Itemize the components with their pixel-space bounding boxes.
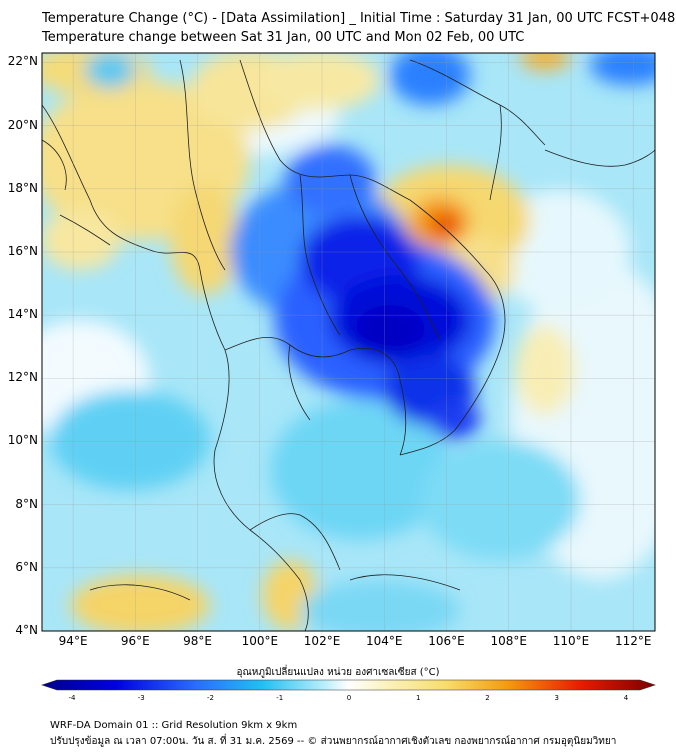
lon-label: 96°E: [120, 634, 150, 648]
lon-label: 112°E: [614, 634, 652, 648]
colorbar-tick-label: 0: [346, 694, 352, 702]
lat-label: 4°N: [15, 623, 38, 637]
map-subtitle: Temperature change between Sat 31 Jan, 0…: [42, 30, 525, 45]
lat-label: 16°N: [7, 243, 38, 258]
lat-label: 18°N: [7, 180, 38, 195]
colorbar-tick-label: -1: [276, 694, 284, 702]
map-frame: [41, 52, 656, 632]
lat-label: 6°N: [15, 559, 38, 574]
lon-label: 110°E: [552, 634, 590, 648]
colorbar: [41, 679, 656, 691]
lat-label: 10°N: [7, 433, 38, 448]
lon-label: 108°E: [490, 634, 528, 648]
footer-credit: ปรับปรุงข้อมูล ณ เวลา 07:00น. วัน ส. ที่…: [50, 736, 617, 747]
lon-label: 100°E: [241, 634, 279, 648]
lon-label: 98°E: [183, 634, 212, 648]
colorbar-tick-label: -3: [137, 694, 145, 702]
colorbar-tick-label: 3: [554, 694, 559, 702]
lat-label: 20°N: [7, 117, 38, 132]
lat-label: 12°N: [7, 370, 38, 385]
lat-lon-grid: [42, 53, 655, 632]
country-borders: [42, 59, 655, 631]
colorbar-tick-label: 1: [416, 694, 421, 702]
map-title: Temperature Change (°C) - [Data Assimila…: [42, 11, 676, 26]
lat-label: 14°N: [7, 307, 38, 322]
colorbar-tick-label: 4: [623, 694, 629, 702]
colorbar-tick-label: -2: [207, 694, 214, 702]
lon-label: 102°E: [303, 634, 341, 648]
colorbar-tick-label: -4: [68, 694, 76, 702]
lon-label: 94°E: [58, 634, 88, 648]
lon-label: 106°E: [428, 634, 465, 648]
lat-label: 8°N: [15, 496, 38, 511]
colorbar-title: อุณหภูมิเปลี่ยนแปลง หน่วย องศาเซลเซียส (…: [236, 667, 440, 678]
temperature-field: [42, 53, 655, 631]
colorbar-tick-label: 2: [485, 694, 490, 702]
lat-label: 22°N: [7, 54, 38, 69]
lon-label: 104°E: [366, 634, 403, 648]
footer-model-info: WRF-DA Domain 01 :: Grid Resolution 9km …: [50, 720, 298, 731]
